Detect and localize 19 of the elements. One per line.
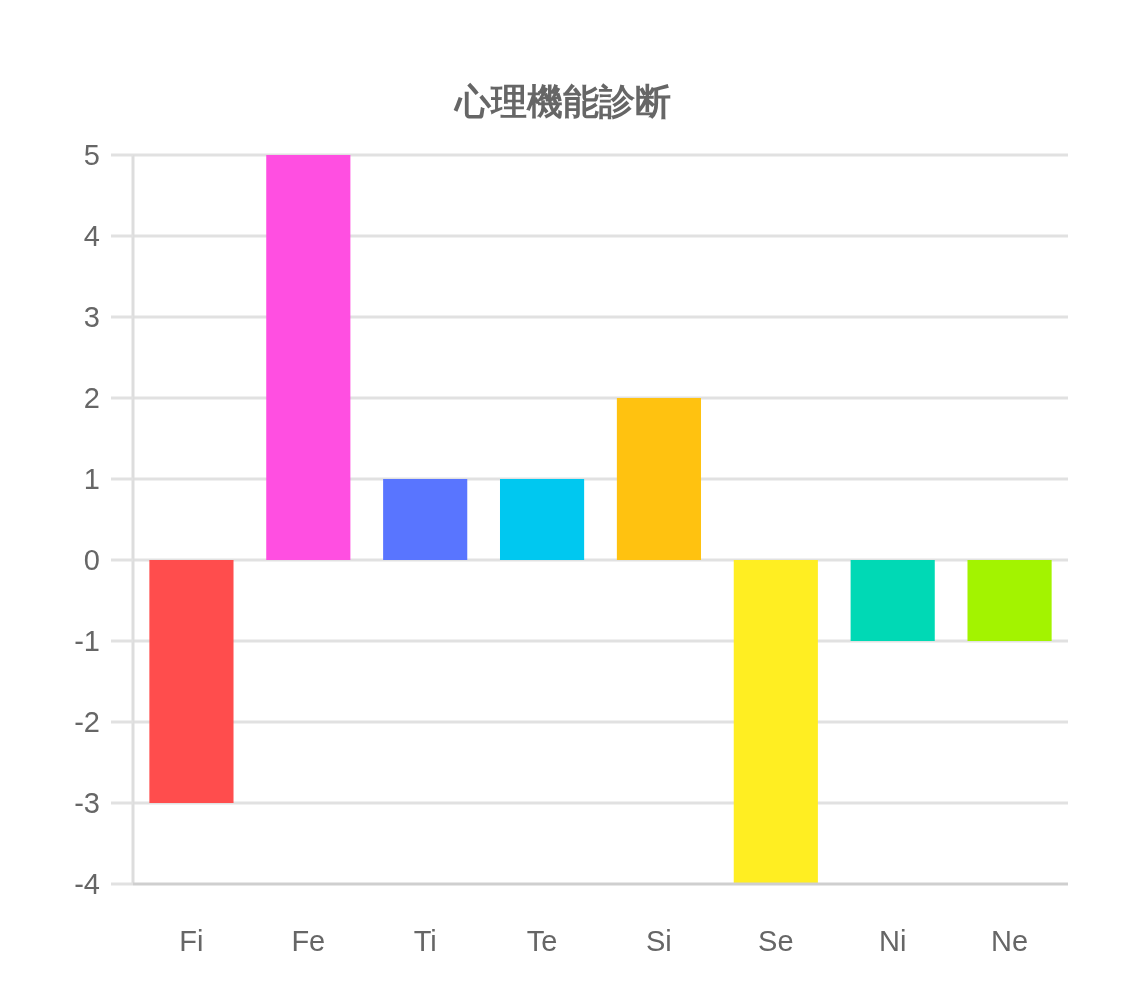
x-tick-label: Ni (879, 925, 907, 957)
x-tick-label: Ti (413, 925, 437, 957)
x-tick-label: Fi (179, 925, 204, 957)
y-tick-label: -2 (74, 706, 100, 738)
y-tick-label: 2 (83, 382, 100, 414)
title: 心理機能診断 (454, 81, 671, 122)
y-tick-label: 3 (83, 301, 100, 333)
x-tick-label: Fe (291, 925, 326, 957)
x-tick-label: Si (646, 925, 672, 957)
y-tick-label: 4 (83, 220, 100, 252)
y-tick-label: -4 (74, 868, 100, 900)
y-tick-label: 5 (83, 139, 100, 171)
y-tick-label: 1 (83, 463, 100, 495)
y-tick-label: -1 (74, 625, 100, 657)
y-tick-label: -3 (74, 787, 100, 819)
x-tick-label: Se (758, 925, 794, 957)
x-tick-label: Te (526, 925, 558, 957)
y-tick-label: 0 (83, 544, 100, 576)
x-tick-label: Ne (991, 925, 1029, 957)
